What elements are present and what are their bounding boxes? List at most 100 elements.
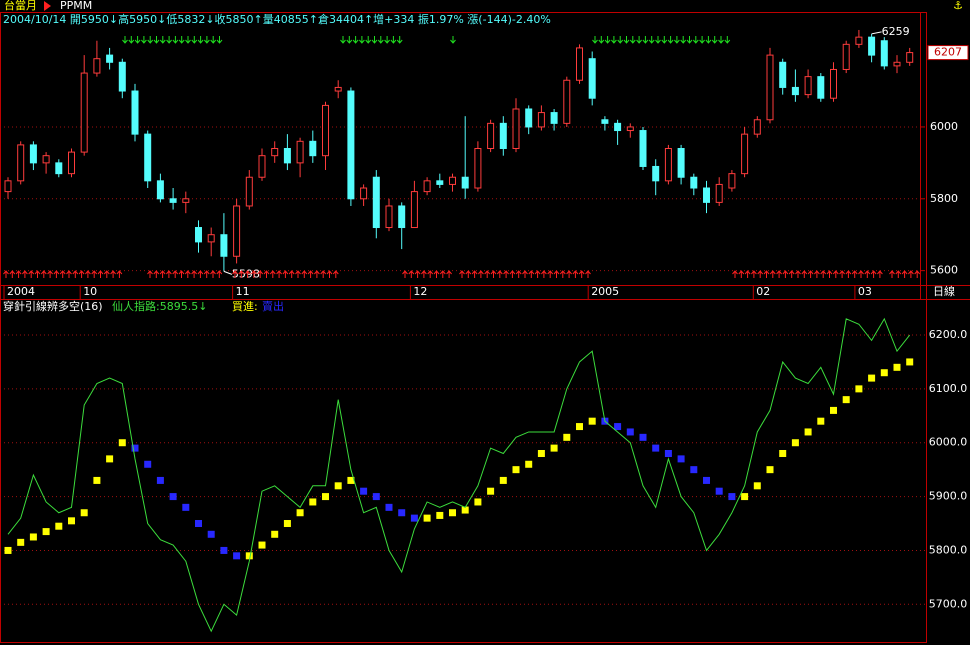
buy-arrow — [465, 270, 472, 278]
trend-step — [233, 552, 241, 560]
buy-arrow — [446, 270, 452, 278]
candle-body — [156, 180, 164, 200]
sell-arrow — [611, 36, 617, 44]
trend-step — [576, 423, 583, 431]
sell-arrow — [204, 36, 210, 44]
buy-arrow — [522, 270, 528, 278]
x-tick-label: 2005 — [591, 285, 619, 298]
buy-arrow — [28, 270, 35, 278]
marker-icon — [44, 1, 51, 11]
buy-arrow — [541, 270, 547, 278]
frame — [0, 12, 927, 643]
sell-arrow — [185, 36, 191, 44]
trend-step — [842, 396, 850, 404]
candle-body — [563, 79, 571, 124]
trend-step — [664, 449, 672, 457]
trend-step — [474, 498, 482, 506]
x-tick-label: 11 — [236, 285, 250, 298]
buy-arrow — [78, 270, 85, 278]
buy-arrow — [295, 270, 301, 278]
trend-step — [17, 538, 25, 546]
sell-arrow — [153, 36, 160, 44]
trend-step — [830, 406, 837, 414]
buy-arrow — [858, 270, 864, 278]
sell-arrow — [365, 36, 372, 44]
buy-arrow — [547, 270, 554, 278]
buy-arrow — [851, 270, 858, 278]
trend-step — [4, 546, 12, 554]
candle-body — [410, 191, 418, 229]
buy-arrow — [97, 270, 104, 278]
sell-arrow — [396, 36, 403, 44]
buy-arrow — [197, 270, 204, 278]
trend-step — [334, 482, 342, 490]
trend-step — [80, 509, 88, 517]
buy-arrow — [572, 270, 579, 278]
candle-body — [766, 54, 774, 121]
trend-step — [271, 530, 279, 538]
sell-arrow — [718, 36, 724, 44]
buy-arrow — [263, 270, 270, 278]
candle-body — [449, 176, 456, 185]
buy-arrow — [895, 270, 902, 278]
trend-step — [804, 428, 812, 436]
buy-arrow — [864, 270, 871, 278]
y-tick-label: 6100.0 — [929, 382, 968, 395]
candle-body — [817, 76, 825, 99]
trend-step — [360, 487, 368, 495]
buy-arrow — [332, 270, 339, 278]
buy-arrow — [845, 270, 852, 278]
candle-body — [17, 144, 25, 182]
candle-body — [880, 40, 888, 67]
buy-arrow — [832, 270, 839, 278]
sell-arrow — [147, 36, 154, 44]
candle-body — [271, 148, 279, 157]
buy-arrow — [276, 270, 282, 278]
trend-step — [182, 503, 190, 511]
candle-body — [4, 180, 12, 193]
sell-arrow — [655, 36, 661, 44]
candle-body — [664, 148, 672, 182]
candle-body — [626, 126, 634, 132]
buy-arrow — [232, 270, 238, 278]
trend-step — [169, 493, 177, 501]
buy-arrow — [238, 270, 245, 278]
candle-body — [80, 72, 88, 153]
trend-step — [779, 449, 787, 457]
buy-arrow — [471, 270, 478, 278]
sell-arrow — [705, 36, 712, 44]
candle-body — [322, 104, 329, 157]
buy-arrow — [191, 270, 197, 278]
trend-step — [68, 517, 75, 525]
candle-body — [741, 133, 749, 175]
low-pointer — [223, 270, 233, 275]
sell-arrow — [377, 36, 384, 44]
x-tick-label: 10 — [83, 285, 97, 298]
trend-step — [690, 466, 698, 474]
last-price: 6207 — [934, 46, 962, 59]
trend-step — [207, 530, 215, 538]
buy-arrow — [769, 270, 776, 278]
buy-arrow — [116, 270, 123, 278]
trend-step — [55, 522, 63, 530]
anchor-icon: ⚓ — [953, 0, 963, 12]
candle-body — [499, 122, 507, 149]
trend-step — [753, 482, 761, 490]
price-box — [927, 45, 969, 61]
buy-arrow — [307, 270, 314, 278]
buy-arrow — [870, 270, 877, 278]
candle-body — [436, 180, 444, 185]
buy-arrow — [528, 270, 535, 278]
sell-arrow — [598, 36, 605, 44]
buy-arrow — [40, 270, 47, 278]
buy-arrow — [782, 270, 789, 278]
candle-body — [398, 205, 406, 229]
sell-arrow — [359, 36, 365, 44]
buy-arrow — [326, 270, 333, 278]
sell-arrow — [216, 36, 223, 44]
x-tick-label: 2004 — [7, 285, 35, 298]
candle-body — [791, 86, 799, 96]
indicator-label: 仙人指路:5895.5↓ — [112, 299, 207, 313]
